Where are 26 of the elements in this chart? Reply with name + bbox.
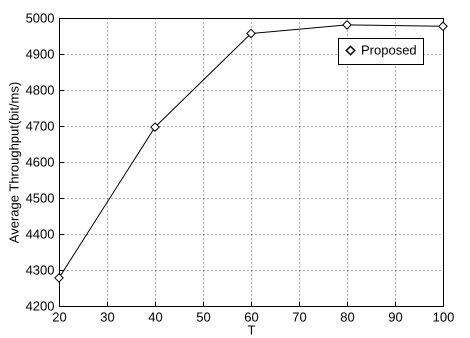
point [438, 22, 448, 31]
legend-label: Proposed [361, 42, 417, 58]
x-tick-label: 90 [388, 310, 403, 324]
y-tick-label: 4500 [26, 190, 54, 206]
y-tick-label: 4700 [26, 118, 54, 134]
y-tick-label: 4200 [26, 298, 54, 314]
x-tick-label: 60 [244, 310, 259, 324]
point [246, 28, 256, 38]
point [54, 273, 64, 283]
y-tick-label: 5000 [26, 10, 54, 26]
y-tick-label: 4400 [26, 226, 54, 242]
x-axis-title: T [248, 322, 256, 338]
point [150, 122, 160, 132]
x-tick-label: 80 [340, 310, 355, 324]
y-axis-title: Average Throughput(bit/ms) [6, 82, 22, 244]
x-tick-label: 20 [52, 310, 67, 324]
x-tick-label: 50 [196, 310, 211, 324]
y-tick-label: 4900 [26, 46, 54, 62]
x-tick-label: 70 [292, 310, 307, 324]
y-tick-label: 4600 [26, 154, 54, 170]
point [342, 20, 352, 30]
y-tick-label: 4800 [26, 82, 54, 98]
y-tick-label: 4300 [26, 262, 54, 278]
x-tick-label: 100 [432, 310, 454, 324]
x-tick-label: 40 [148, 310, 163, 324]
x-tick-label: 30 [100, 310, 115, 324]
